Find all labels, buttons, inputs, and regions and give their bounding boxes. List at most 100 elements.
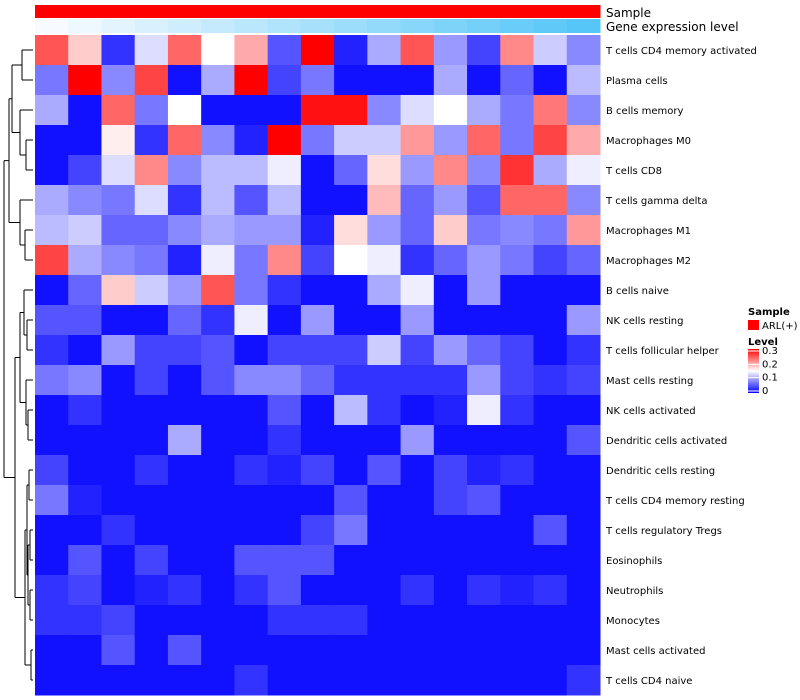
heatmap-cell [400,635,435,666]
heatmap-cell [201,275,235,306]
heatmap-cell [101,95,136,126]
sample-annotation-cell [500,5,535,18]
heatmap-cell [433,65,468,96]
heatmap-cell [68,575,102,606]
heatmap-cell [101,425,136,456]
heatmap-cell [566,515,601,546]
heatmap-cells [35,35,601,696]
row-label: Mast cells resting [606,376,693,387]
heatmap-cell [334,245,368,276]
heatmap-cell [68,95,102,126]
heatmap-cell [367,425,402,456]
heatmap-cell [400,485,435,516]
sample-annotation-cell [134,5,169,18]
heatmap-cell [533,605,568,636]
heatmap-cell [467,245,501,276]
heatmap-cell [68,125,102,156]
heatmap-cell [35,125,69,156]
heatmap-cell [68,35,102,66]
heatmap-cell [68,215,102,246]
heatmap-cell [467,455,501,486]
heatmap-cell [367,335,402,366]
heatmap-cell [167,635,202,666]
row-label: Macrophages M2 [606,256,691,267]
legend-sample-swatch [748,320,759,330]
heatmap-cell [533,575,568,606]
heatmap-cell [234,635,269,666]
heatmap-cell [201,245,235,276]
heatmap-cell [467,575,501,606]
row-label: T cells CD4 naive [605,676,692,687]
heatmap-cell [234,395,269,426]
heatmap-cell [101,515,136,546]
heatmap-cell [167,125,202,156]
heatmap-cell [201,455,235,486]
gene-expression-annotation-cell [267,19,302,33]
heatmap-cell [35,605,69,636]
gene-expression-annotation-cell [300,19,335,33]
heatmap-cell [500,425,535,456]
heatmap-cell [367,65,402,96]
heatmap-cell [400,665,435,696]
heatmap-cell [334,425,368,456]
heatmap-cell [167,245,202,276]
heatmap-cell [467,635,501,666]
heatmap-cell [300,305,335,336]
heatmap-cell [566,95,601,126]
heatmap-cell [300,155,335,186]
heatmap-cell [400,65,435,96]
heatmap-cell [167,425,202,456]
heatmap-cell [167,35,202,66]
heatmap-cell [400,95,435,126]
sample-annotation-cell [400,5,435,18]
sample-annotation-cell [167,5,202,18]
heatmap-cell [267,395,302,426]
heatmap-cell [35,215,69,246]
heatmap-cell [533,155,568,186]
heatmap-cell [35,95,69,126]
heatmap-cell [367,395,402,426]
heatmap-cell [334,395,368,426]
heatmap-cell [234,335,269,366]
heatmap-cell [101,245,136,276]
gene-expression-annotation-cell [500,19,535,33]
heatmap-cell [300,95,335,126]
heatmap-cell [101,335,136,366]
heatmap-cell [467,155,501,186]
gene-expression-annotation-cell [234,19,269,33]
heatmap-cell [267,155,302,186]
heatmap-cell [300,665,335,696]
heatmap-cell [367,605,402,636]
heatmap-cell [467,215,501,246]
heatmap-cell [68,515,102,546]
heatmap-cell [201,65,235,96]
heatmap-cell [533,335,568,366]
heatmap-cell [167,395,202,426]
heatmap-cell [433,335,468,366]
heatmap-cell [35,185,69,216]
heatmap-cell [68,155,102,186]
heatmap-cell [35,305,69,336]
legend-tick-label: 0 [762,386,768,397]
heatmap-cell [167,485,202,516]
heatmap-cell [68,545,102,576]
heatmap-cell [167,95,202,126]
heatmap-cell [334,35,368,66]
heatmap-cell [367,125,402,156]
heatmap-cell [566,395,601,426]
heatmap-cell [334,65,368,96]
gene-expression-annotation-cell [167,19,202,33]
heatmap-cell [68,185,102,216]
heatmap-cell [367,215,402,246]
sample-annotation-cell [101,5,136,18]
heatmap-cell [68,305,102,336]
heatmap-cell [234,215,269,246]
heatmap-cell [201,485,235,516]
heatmap-cell [300,395,335,426]
heatmap-cell [433,365,468,396]
heatmap-cell [134,545,169,576]
sample-annotation-label: Sample [606,6,651,20]
heatmap-cell [566,65,601,96]
heatmap-cell [134,215,169,246]
heatmap-cell [433,575,468,606]
